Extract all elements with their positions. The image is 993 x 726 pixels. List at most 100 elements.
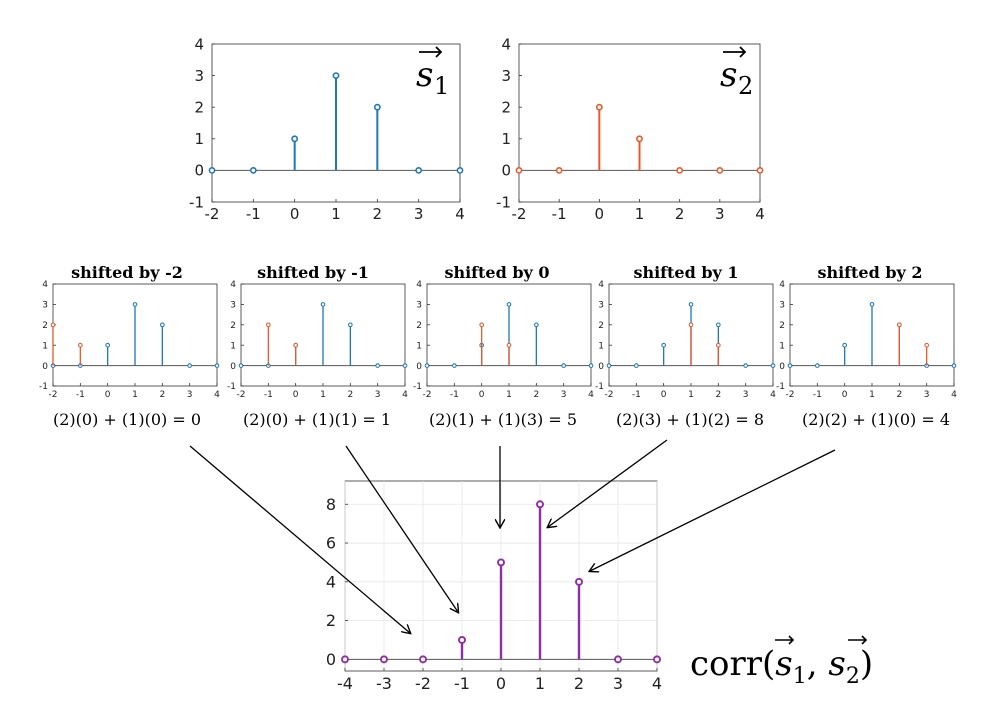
y-tick-label: 0 bbox=[230, 362, 236, 372]
x-tick-label: 2 bbox=[896, 390, 902, 400]
x-tick-label: 4 bbox=[755, 205, 765, 223]
x-tick-label: 1 bbox=[869, 390, 875, 400]
stem-marker bbox=[688, 302, 694, 307]
x-tick-label: 3 bbox=[561, 390, 567, 400]
stem-marker bbox=[419, 655, 427, 664]
equation-shift-1: (2)(3) + (1)(2) = 8 bbox=[616, 410, 764, 429]
y-tick-label: 0 bbox=[42, 362, 48, 372]
y-tick-label: -1 bbox=[776, 382, 785, 392]
arrows bbox=[189, 439, 836, 633]
label-corr: corr(s1, s2) bbox=[690, 635, 873, 689]
equation-shift-0: (2)(1) + (1)(3) = 5 bbox=[429, 410, 577, 429]
x-tick-label: 0 bbox=[496, 674, 506, 693]
stem-marker bbox=[266, 322, 271, 328]
y-tick-label: 3 bbox=[194, 67, 204, 85]
stem-marker bbox=[238, 363, 244, 368]
y-tick-label: 1 bbox=[416, 341, 422, 351]
stem-marker bbox=[661, 342, 666, 348]
y-tick-label: 3 bbox=[501, 67, 511, 85]
y-tick-label: 4 bbox=[42, 280, 48, 290]
x-tick-label: 3 bbox=[187, 390, 193, 400]
stem-marker bbox=[497, 558, 505, 567]
y-tick-label: -1 bbox=[39, 382, 48, 392]
stem-marker bbox=[688, 322, 694, 328]
y-tick-label: 2 bbox=[598, 321, 604, 331]
stem-marker bbox=[897, 322, 902, 328]
y-tick-label: 0 bbox=[194, 162, 204, 180]
x-tick-label: 3 bbox=[414, 205, 424, 223]
title-shift-neg2: shifted by -2 bbox=[71, 263, 183, 282]
y-tick-label: 8 bbox=[326, 495, 336, 514]
stem-marker bbox=[380, 655, 388, 664]
y-tick-label: 3 bbox=[598, 301, 604, 311]
y-tick-label: 0 bbox=[779, 362, 785, 372]
x-tick-label: 1 bbox=[635, 205, 645, 223]
equation-shift-neg2: (2)(0) + (1)(0) = 0 bbox=[53, 410, 201, 429]
y-tick-label: -1 bbox=[496, 193, 511, 211]
x-tick-label: -1 bbox=[454, 674, 470, 693]
label-s1: s 1 bbox=[416, 46, 449, 100]
stem-marker bbox=[561, 363, 566, 368]
arrow-shift-2 bbox=[590, 449, 836, 571]
vector-arrow-icon bbox=[775, 635, 795, 645]
stem-marker bbox=[506, 302, 512, 307]
y-tick-label: 1 bbox=[598, 341, 604, 351]
y-tick-label: 4 bbox=[501, 35, 511, 53]
x-tick-label: 2 bbox=[715, 390, 721, 400]
x-tick-label: 2 bbox=[533, 390, 539, 400]
y-tick-label: 2 bbox=[194, 98, 204, 116]
x-tick-label: 3 bbox=[924, 390, 930, 400]
title-shift-1: shifted by 1 bbox=[633, 263, 738, 282]
y-tick-label: 3 bbox=[416, 301, 422, 311]
x-tick-label: 2 bbox=[159, 390, 165, 400]
y-tick-label: 3 bbox=[230, 301, 236, 311]
y-tick-label: 3 bbox=[779, 301, 785, 311]
stem-marker bbox=[636, 135, 643, 143]
y-tick-label: 0 bbox=[598, 362, 604, 372]
stem-marker bbox=[415, 166, 423, 174]
stem-marker bbox=[105, 342, 110, 348]
stem-marker bbox=[595, 103, 603, 111]
equation-shift-2: (2)(2) + (1)(0) = 4 bbox=[802, 410, 950, 429]
y-tick-label: 4 bbox=[416, 280, 422, 290]
x-tick-label: 4 bbox=[402, 390, 408, 400]
x-tick-label: 0 bbox=[661, 390, 667, 400]
stem-marker bbox=[458, 636, 466, 644]
vector-arrow-icon bbox=[848, 635, 868, 645]
stem-marker bbox=[869, 302, 875, 307]
stem-marker bbox=[614, 655, 622, 664]
x-tick-label: -2 bbox=[237, 390, 246, 400]
y-tick-label: -1 bbox=[227, 382, 236, 392]
stem-marker bbox=[634, 363, 639, 368]
y-tick-label: 0 bbox=[416, 362, 422, 372]
y-tick-label: 2 bbox=[779, 321, 785, 331]
stem-marker bbox=[842, 342, 847, 348]
x-tick-label: 1 bbox=[535, 674, 545, 693]
stem-marker bbox=[78, 342, 83, 348]
stem-marker bbox=[208, 166, 216, 174]
stem-marker bbox=[348, 322, 353, 328]
x-tick-label: 4 bbox=[455, 205, 465, 223]
arrow-shift-neg2 bbox=[189, 445, 410, 633]
y-tick-label: 2 bbox=[501, 98, 511, 116]
title-shift-0: shifted by 0 bbox=[444, 263, 549, 282]
vector-arrow-icon bbox=[723, 46, 747, 58]
stem-marker bbox=[815, 363, 820, 368]
stem-marker bbox=[373, 103, 381, 111]
stem-marker bbox=[291, 135, 299, 143]
x-tick-label: 0 bbox=[479, 390, 485, 400]
stem-marker bbox=[534, 322, 539, 328]
stem-marker bbox=[293, 342, 298, 348]
x-tick-label: -1 bbox=[246, 205, 261, 223]
stem-marker bbox=[588, 363, 594, 368]
y-tick-label: 2 bbox=[416, 321, 422, 331]
stem-marker bbox=[320, 302, 326, 307]
x-tick-label: -2 bbox=[786, 390, 795, 400]
stem-marker bbox=[341, 655, 349, 664]
x-tick-label: 4 bbox=[951, 390, 957, 400]
vector-arrow-icon bbox=[419, 46, 443, 58]
